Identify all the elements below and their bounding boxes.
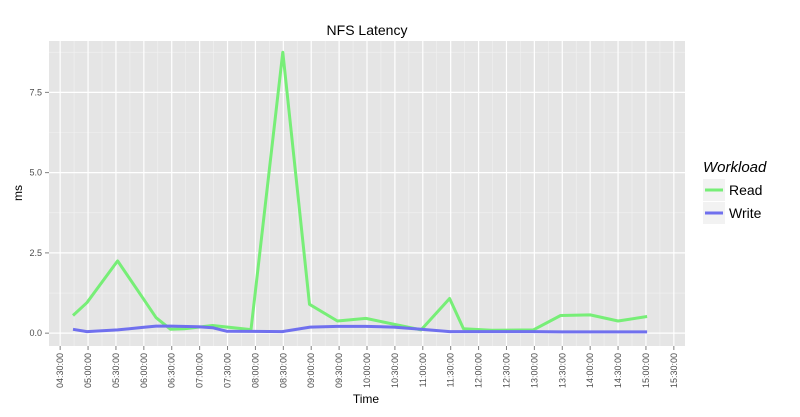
x-tick-label: 06:00:00 bbox=[139, 353, 149, 388]
y-tick-label: 2.5 bbox=[29, 248, 42, 258]
x-tick-label: 09:30:00 bbox=[334, 353, 344, 388]
series-line-read bbox=[71, 50, 648, 332]
x-axis-title: Time bbox=[353, 392, 380, 406]
x-tick-label: 14:30:00 bbox=[613, 353, 623, 388]
x-tick-label: 08:00:00 bbox=[250, 353, 260, 388]
y-tick-label: 5.0 bbox=[29, 168, 42, 178]
x-tick-label: 05:30:00 bbox=[111, 353, 121, 388]
y-axis: 0.0 2.5 5.0 7.5 bbox=[29, 87, 49, 338]
legend-label-read: Read bbox=[729, 182, 762, 198]
chart-title: NFS Latency bbox=[327, 22, 408, 38]
x-tick-label: 13:30:00 bbox=[557, 353, 567, 388]
x-tick-label: 11:30:00 bbox=[446, 353, 456, 387]
x-tick-label: 04:30:00 bbox=[55, 353, 65, 388]
series-lines bbox=[71, 50, 648, 334]
x-axis: 04:30:00 05:00:00 05:30:00 06:00:00 06:30:00… bbox=[55, 346, 679, 388]
legend: Workload Read Write bbox=[703, 159, 767, 224]
y-axis-title: ms bbox=[11, 185, 25, 201]
y-tick-label: 7.5 bbox=[29, 87, 42, 97]
x-tick-label: 06:30:00 bbox=[167, 353, 177, 388]
x-tick-label: 07:00:00 bbox=[195, 353, 205, 388]
series-line-write bbox=[72, 324, 648, 334]
x-tick-label: 10:00:00 bbox=[362, 353, 372, 388]
x-tick-label: 09:00:00 bbox=[306, 353, 316, 388]
x-tick-label: 07:30:00 bbox=[223, 353, 233, 388]
legend-title: Workload bbox=[703, 159, 767, 176]
x-tick-label: 05:00:00 bbox=[83, 353, 93, 388]
y-tick-label: 0.0 bbox=[29, 328, 42, 338]
legend-label-write: Write bbox=[729, 205, 762, 221]
major-gridlines bbox=[49, 41, 685, 346]
x-tick-label: 15:00:00 bbox=[641, 353, 651, 388]
x-tick-label: 12:30:00 bbox=[501, 353, 511, 388]
x-tick-label: 15:30:00 bbox=[669, 353, 679, 388]
x-tick-label: 12:00:00 bbox=[474, 353, 484, 388]
x-tick-label: 11:00:00 bbox=[418, 353, 428, 387]
x-tick-label: 13:00:00 bbox=[529, 353, 539, 388]
x-tick-label: 14:00:00 bbox=[585, 353, 595, 388]
legend-items: Read Write bbox=[703, 179, 762, 224]
x-tick-label: 10:30:00 bbox=[390, 353, 400, 388]
x-tick-label: 08:30:00 bbox=[278, 353, 288, 388]
